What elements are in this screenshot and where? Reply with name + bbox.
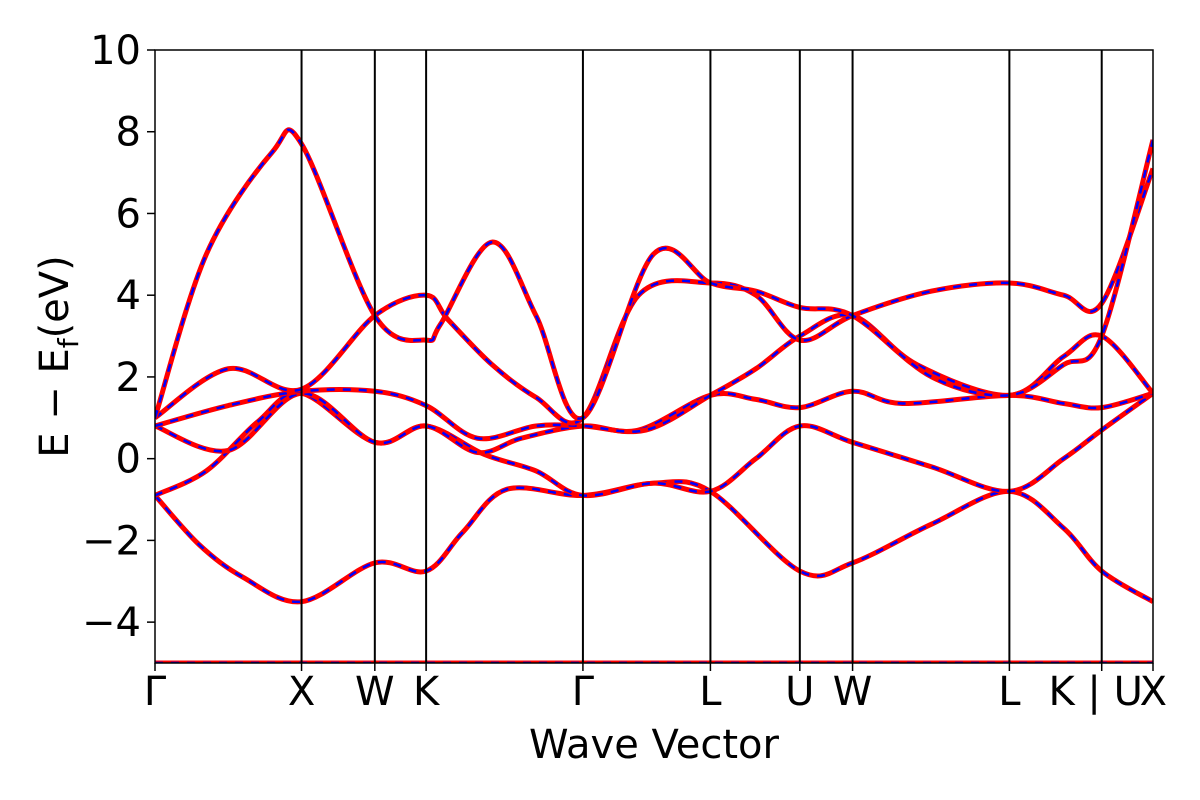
x-tick-label: X xyxy=(288,669,315,715)
x-tick-label: Γ xyxy=(144,669,167,715)
plot-frame xyxy=(154,49,1154,664)
band-line-dashed-2 xyxy=(155,480,1153,604)
band-line-2 xyxy=(155,479,1153,605)
y-tick-label: −2 xyxy=(82,518,141,564)
x-tick-label: Γ xyxy=(572,669,595,715)
x-tick-label: L xyxy=(998,669,1021,715)
bands-group xyxy=(155,127,1153,663)
x-tick-label: W xyxy=(355,669,395,715)
y-axis-label: E − Ef(eV) xyxy=(32,255,85,458)
y-tick-label: 0 xyxy=(116,437,141,483)
y-axis-label-main: E − E xyxy=(32,348,78,458)
band-line-dashed-3 xyxy=(155,391,1153,497)
high-symmetry-lines xyxy=(300,50,1103,663)
y-tick-label: 4 xyxy=(116,273,141,319)
band-line-6 xyxy=(155,167,1153,426)
y-axis-ticks: −4 −2 0 2 4 6 8 10 xyxy=(82,28,155,646)
y-tick-label: 10 xyxy=(90,28,141,74)
band-line-dashed-5 xyxy=(155,313,1153,441)
x-tick-label: K xyxy=(413,669,441,715)
x-tick-label: X xyxy=(1140,669,1167,715)
y-tick-label: 6 xyxy=(116,191,141,237)
y-tick-label: −4 xyxy=(82,600,141,646)
band-line-dashed-7 xyxy=(155,128,1153,420)
x-tick-label: L xyxy=(699,669,722,715)
band-line-5 xyxy=(155,312,1153,442)
y-tick-label: 8 xyxy=(116,110,141,156)
band-line-4 xyxy=(155,388,1153,456)
x-tick-label: U xyxy=(785,669,814,715)
y-axis-label-subscript: f xyxy=(52,337,85,348)
band-line-7 xyxy=(155,127,1153,421)
band-line-3 xyxy=(155,390,1153,499)
band-line-dashed-6 xyxy=(155,168,1153,425)
y-axis-label-unit: (eV) xyxy=(32,255,78,338)
x-tick-label: K | U xyxy=(1048,669,1142,715)
y-tick-label: 2 xyxy=(116,355,141,401)
x-tick-label: W xyxy=(833,669,873,715)
band-line-dashed-4 xyxy=(155,389,1153,454)
x-axis-label: Wave Vector xyxy=(529,722,780,768)
